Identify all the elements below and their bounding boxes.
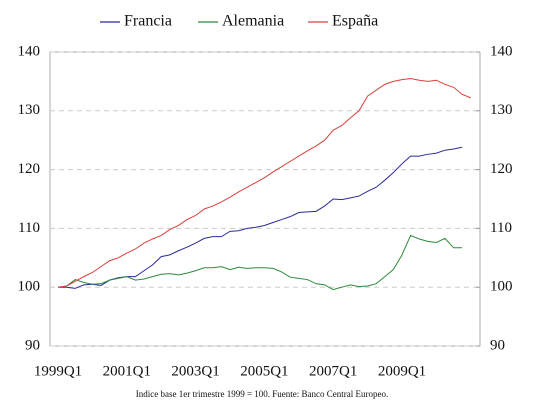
y-tick-label: 110 xyxy=(18,220,40,236)
y2-tick-label: 140 xyxy=(490,43,513,59)
y-tick-label: 100 xyxy=(18,279,41,295)
legend-label: Francia xyxy=(124,13,172,30)
x-tick-label: 2003Q1 xyxy=(171,363,219,379)
y2-tick-label: 100 xyxy=(490,279,513,295)
x-tick-label: 2007Q1 xyxy=(309,363,357,379)
x-tick-label: 1999Q1 xyxy=(34,363,82,379)
y2-tick-label: 130 xyxy=(490,102,513,118)
series-line xyxy=(57,77,471,288)
y-tick-label: 90 xyxy=(25,337,40,353)
series-line xyxy=(58,146,463,289)
legend-label: Alemania xyxy=(222,13,284,30)
x-tick-label: 2009Q1 xyxy=(378,363,426,379)
legend-label: España xyxy=(332,13,378,30)
y2-tick-label: 90 xyxy=(490,337,505,353)
y-tick-label: 140 xyxy=(18,43,41,59)
y2-tick-label: 110 xyxy=(490,220,512,236)
series-line xyxy=(57,234,463,291)
y-tick-label: 120 xyxy=(18,161,41,177)
x-tick-label: 2005Q1 xyxy=(240,363,288,379)
x-tick-label: 2001Q1 xyxy=(103,363,151,379)
plot-frame xyxy=(49,51,481,347)
footnote: Indice base 1er trimestre 1999 = 100. Fu… xyxy=(136,389,389,399)
y2-tick-label: 120 xyxy=(490,161,513,177)
y-tick-label: 130 xyxy=(18,102,41,118)
